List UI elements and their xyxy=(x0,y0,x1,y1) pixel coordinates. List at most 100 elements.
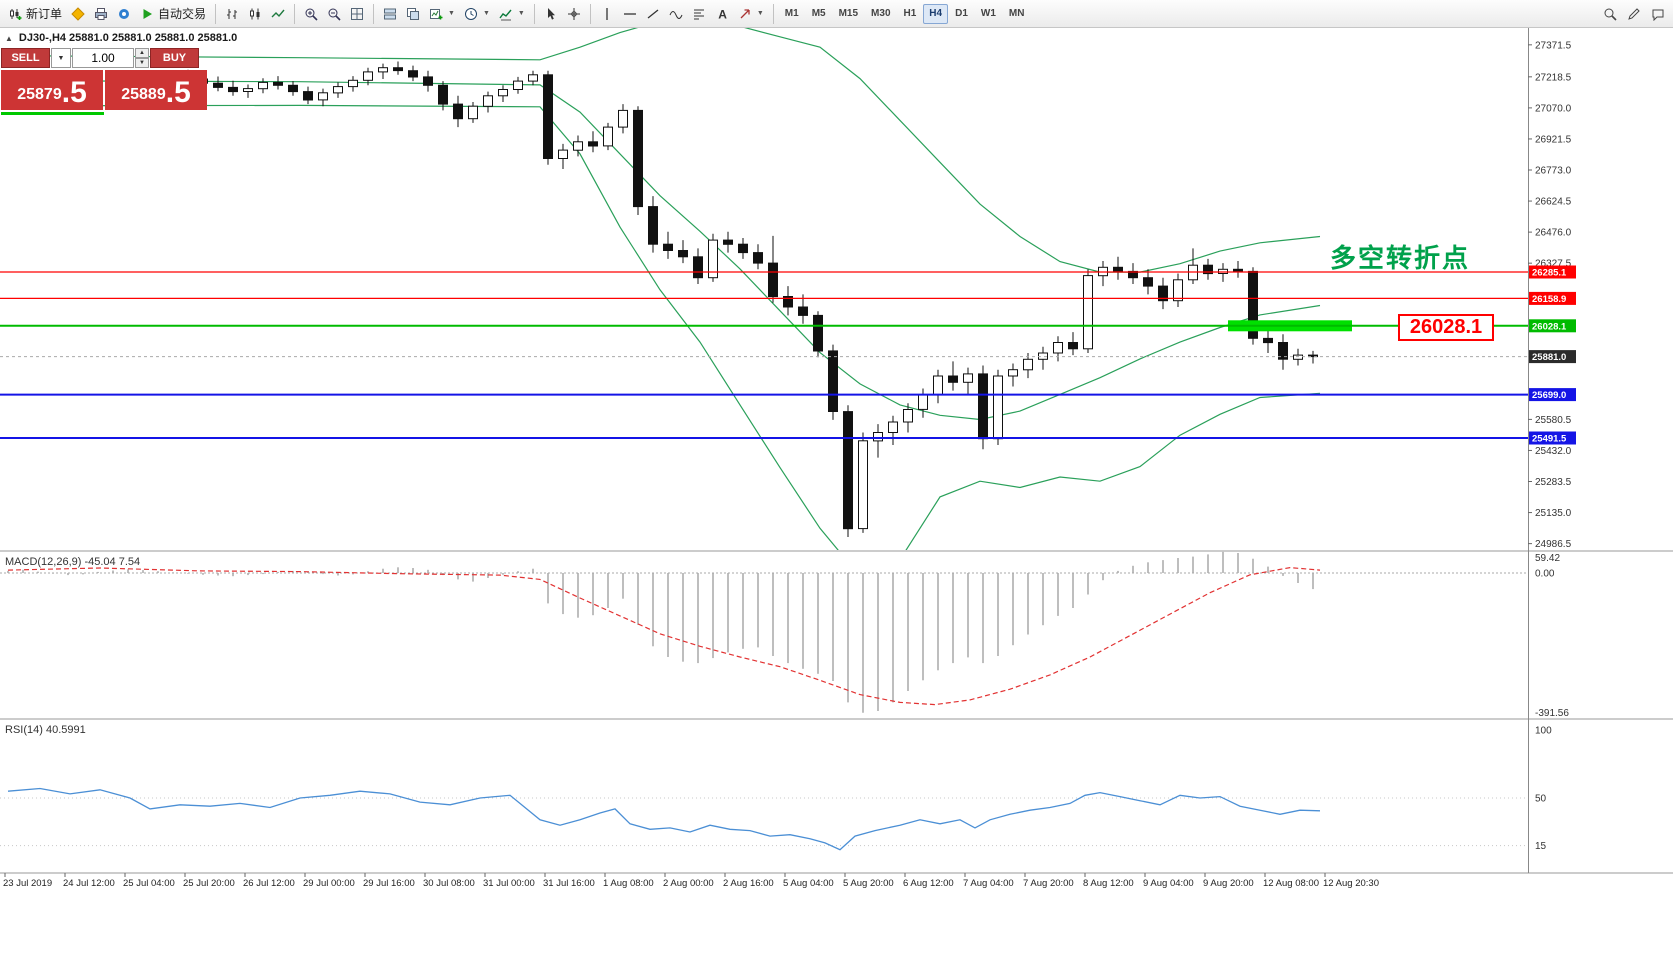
svg-text:7 Aug 04:00: 7 Aug 04:00 xyxy=(963,878,1014,889)
toolbar-separator xyxy=(215,3,217,24)
volume-stepper[interactable]: ▲ ▼ xyxy=(135,48,149,68)
arrow-tools-icon[interactable]: ▼ xyxy=(734,3,768,25)
edit-icon[interactable] xyxy=(1623,3,1645,25)
svg-text:26028.1: 26028.1 xyxy=(1532,321,1567,332)
pivot-annotation-text: 多空转折点 xyxy=(1330,243,1471,273)
buy-button[interactable]: BUY xyxy=(150,48,199,68)
svg-text:2 Aug 00:00: 2 Aug 00:00 xyxy=(663,878,714,889)
svg-text:26327.5: 26327.5 xyxy=(1535,259,1572,270)
fibonacci-icon xyxy=(693,9,704,19)
tf-h4[interactable]: H4 xyxy=(923,3,949,24)
zoom-in-icon[interactable] xyxy=(300,3,322,25)
svg-text:1 Aug 08:00: 1 Aug 08:00 xyxy=(603,878,654,889)
quotes-icon xyxy=(71,6,85,21)
vline-icon[interactable] xyxy=(596,3,618,25)
svg-text:29 Jul 16:00: 29 Jul 16:00 xyxy=(363,878,415,889)
chevron-down-icon[interactable]: ▼ xyxy=(756,10,764,17)
line-chart-icon[interactable] xyxy=(267,3,289,25)
trendline-icon xyxy=(647,8,659,19)
rsi-line xyxy=(7,787,1321,851)
svg-text:27070.0: 27070.0 xyxy=(1535,103,1572,114)
zoom-out-icon[interactable] xyxy=(323,3,345,25)
search-icon[interactable] xyxy=(1599,3,1621,25)
tf-d1[interactable]: D1 xyxy=(955,8,968,19)
toolbar-separator xyxy=(589,3,591,24)
cursor-icon xyxy=(547,7,555,20)
tf-h1[interactable]: H1 xyxy=(903,8,917,19)
print-icon[interactable] xyxy=(90,3,112,25)
tf-m15[interactable]: M15 xyxy=(838,8,859,19)
autotrading-button-label: 自动交易 xyxy=(158,7,207,21)
indicators-icon[interactable]: ▼ xyxy=(495,3,529,25)
tf-m30[interactable]: M30 xyxy=(871,8,891,19)
new-chart-icon[interactable]: ▼ xyxy=(425,3,459,25)
svg-text:5 Aug 20:00: 5 Aug 20:00 xyxy=(843,878,894,889)
quotes-icon[interactable] xyxy=(67,3,89,25)
chevron-down-icon[interactable]: ▼ xyxy=(482,10,490,17)
svg-text:25 Jul 04:00: 25 Jul 04:00 xyxy=(123,878,175,889)
chart-canvas[interactable]: 27371.5 27218.5 27070.0 26921.5 26773.0 26624… xyxy=(0,28,1673,950)
tf-m5[interactable]: M5 xyxy=(811,8,826,19)
period-icon[interactable]: ▼ xyxy=(460,3,494,25)
buy-quote-button[interactable]: 25889.5 xyxy=(105,70,207,110)
sell-price-main: 25879 xyxy=(17,86,62,103)
channel-icon[interactable] xyxy=(665,3,687,25)
price-badge: 25881.0 xyxy=(1529,350,1576,364)
new-order-button-label: 新订单 xyxy=(26,7,63,21)
new-chart-icon xyxy=(430,8,443,19)
hline-icon[interactable] xyxy=(619,3,641,25)
price-badge: 25491.5 xyxy=(1529,431,1576,445)
price-badge: 26028.1 xyxy=(1529,319,1576,333)
candles-layer xyxy=(3,61,1318,537)
crosshair-icon[interactable] xyxy=(563,3,585,25)
cursor-icon[interactable] xyxy=(540,3,562,25)
signals-icon[interactable] xyxy=(113,3,135,25)
cascade-icon xyxy=(407,7,420,20)
tile-windows-icon xyxy=(351,7,364,20)
svg-text:25 Jul 20:00: 25 Jul 20:00 xyxy=(183,878,235,889)
buy-price-main: 25889 xyxy=(121,86,166,103)
arrange-icon[interactable] xyxy=(379,3,401,25)
chat-icon xyxy=(1652,9,1664,21)
zoom-in-icon xyxy=(305,8,318,21)
sell-quote-button[interactable]: 25879.5 xyxy=(1,70,103,110)
tf-m1[interactable]: M1 xyxy=(784,8,799,19)
bar-chart-icon[interactable] xyxy=(221,3,243,25)
svg-text:8 Aug 12:00: 8 Aug 12:00 xyxy=(1083,878,1134,889)
trendline-icon[interactable] xyxy=(642,3,664,25)
sell-button[interactable]: SELL xyxy=(1,48,50,68)
toolbar: 新订单 自动交易 ▼ ▼ ▼ A ▼ M1 M5 M15 M30 H1 H4 D1 W1 MN xyxy=(0,0,1673,28)
tile-windows-icon[interactable] xyxy=(346,3,368,25)
candlestick-icon xyxy=(250,8,260,19)
chat-icon[interactable] xyxy=(1647,3,1669,25)
svg-text:26773.0: 26773.0 xyxy=(1535,166,1572,177)
autotrading-button[interactable]: 自动交易 xyxy=(136,3,210,25)
text-icon[interactable]: A xyxy=(711,3,733,25)
volume-input[interactable] xyxy=(72,48,134,68)
svg-text:25432.0: 25432.0 xyxy=(1535,446,1572,457)
volume-increment-icon[interactable]: ▲ xyxy=(135,48,149,58)
print-icon xyxy=(95,7,108,20)
volume-decrement-icon[interactable]: ▼ xyxy=(135,58,149,68)
time-axis[interactable]: 23 Jul 2019 24 Jul 12:00 25 Jul 04:00 25 Ju… xyxy=(3,873,1379,889)
new-order-button[interactable]: 新订单 xyxy=(4,3,66,25)
fibonacci-icon[interactable] xyxy=(688,3,710,25)
tf-mn[interactable]: MN xyxy=(1008,8,1025,19)
svg-text:25283.5: 25283.5 xyxy=(1535,477,1572,488)
chevron-down-icon[interactable]: ▼ xyxy=(448,10,455,17)
volume-dropdown[interactable]: ▼ xyxy=(51,48,71,68)
cascade-icon[interactable] xyxy=(402,3,424,25)
toolbar-right-group xyxy=(1599,3,1669,25)
toolbar-separator xyxy=(533,3,535,24)
candlestick-icon[interactable] xyxy=(244,3,266,25)
svg-text:26476.0: 26476.0 xyxy=(1535,228,1572,239)
svg-text:26158.9: 26158.9 xyxy=(1532,294,1566,305)
hline-icon xyxy=(623,12,636,15)
chevron-down-icon[interactable]: ▼ xyxy=(517,10,525,17)
buy-price-frac: .5 xyxy=(165,76,191,109)
edit-icon xyxy=(1628,7,1640,20)
tf-w1[interactable]: W1 xyxy=(980,8,996,19)
macd-signal-line xyxy=(7,566,1321,706)
collapse-panel-icon[interactable]: ▲ xyxy=(5,33,13,43)
svg-text:50: 50 xyxy=(1535,794,1547,805)
